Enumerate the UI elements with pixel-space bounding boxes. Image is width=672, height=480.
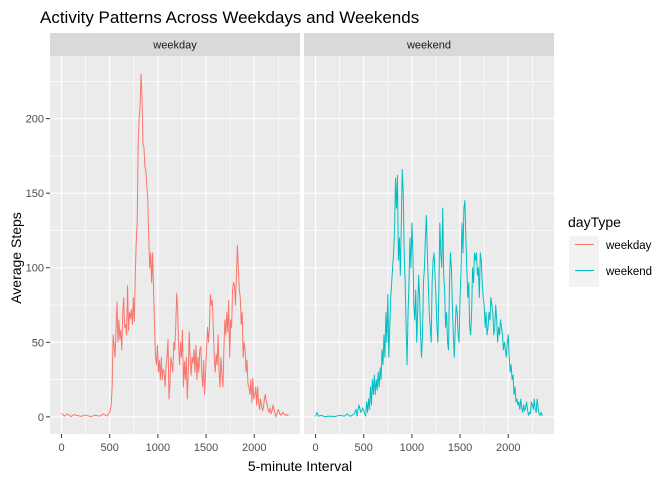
x-tick-label: 500 [355, 442, 373, 454]
x-tick-label: 2000 [242, 442, 266, 454]
strip-label-weekend: weekend [406, 40, 451, 52]
legend-keys-background [569, 236, 599, 287]
x-tick-label: 1500 [448, 442, 472, 454]
y-axis: 0 50 100 150 200 [26, 114, 50, 424]
x-tick-label: 2000 [496, 442, 520, 454]
x-tick-label: 1500 [194, 442, 218, 454]
y-tick-label: 100 [26, 263, 44, 275]
x-tick-label: 0 [312, 442, 318, 454]
legend-title: dayType [568, 214, 621, 230]
x-tick-label: 0 [58, 442, 64, 454]
x-tick-label: 1000 [146, 442, 170, 454]
y-tick-label: 0 [38, 412, 44, 424]
facet-weekday: weekday [50, 33, 300, 434]
y-tick-label: 200 [26, 114, 44, 126]
y-tick-label: 50 [32, 337, 44, 349]
series-weekend-panel [315, 168, 543, 418]
legend-label-weekday: weekday [605, 240, 652, 252]
legend: dayType weekday weekend [568, 214, 652, 287]
chart-title: Activity Patterns Across Weekdays and We… [40, 8, 419, 27]
y-tick-label: 150 [26, 188, 44, 200]
facet-weekend: weekend [304, 33, 554, 434]
legend-label-weekend: weekend [605, 266, 652, 278]
series-weekday-panel [61, 73, 289, 418]
series-line-weekday [61, 73, 289, 418]
x-tick-label: 1000 [400, 442, 424, 454]
y-axis-title: Average Steps [8, 212, 24, 304]
strip-label-weekday: weekday [152, 40, 197, 52]
x-tick-label: 500 [101, 442, 119, 454]
strip-weekday [50, 33, 300, 56]
panel-weekday [50, 56, 300, 434]
series-line-weekend [315, 168, 543, 418]
x-axis-title: 5-minute Interval [248, 458, 352, 474]
gridlines-weekday [50, 56, 300, 434]
panel-weekend [304, 56, 554, 434]
x-axis: 0 500 1000 1500 2000 0 500 1000 1500 2000 [58, 434, 520, 454]
strip-weekend [304, 33, 554, 56]
